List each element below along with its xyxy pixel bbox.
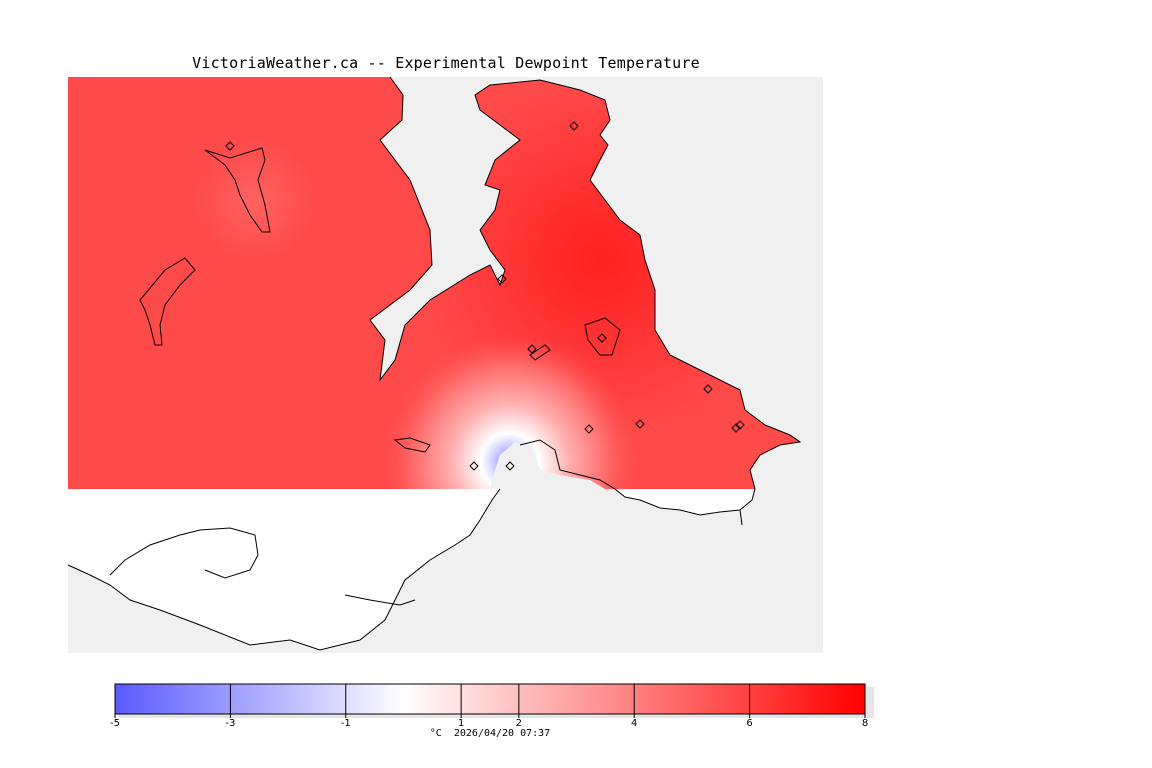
legend-tick-label: 1 — [458, 718, 464, 729]
station-marker-icon — [505, 461, 515, 471]
land-southeast-no-data — [615, 489, 755, 515]
water-mask-bay — [490, 442, 605, 489]
station-marker-icon — [584, 424, 594, 434]
station-marker-icon — [225, 141, 235, 151]
legend-tick-label: 2 — [516, 718, 522, 729]
legend-gradient-bar — [114, 683, 866, 715]
station-marker-icon — [731, 423, 741, 433]
legend-tick-label: -1 — [341, 718, 351, 729]
station-marker-icon — [527, 344, 537, 354]
station-marker-icon — [497, 274, 507, 284]
legend-tick-label: 8 — [862, 718, 868, 729]
legend-timestamp: 2026/04/20 07:37 — [453, 728, 551, 739]
water-mask-inlet — [370, 77, 823, 489]
map-title: VictoriaWeather.ca -- Experimental Dewpo… — [192, 54, 700, 72]
station-marker-icon — [735, 420, 745, 430]
legend-caption: °C 2026/04/20 07:37 — [0, 728, 980, 739]
station-marker-icon — [569, 121, 579, 131]
legend-tick-label: -3 — [225, 718, 235, 729]
land-south-no-data — [68, 489, 500, 650]
station-marker-icon — [703, 384, 713, 394]
legend-tick-label: 6 — [746, 718, 752, 729]
legend-tick-label: 4 — [631, 718, 637, 729]
station-marker-icon — [635, 419, 645, 429]
station-marker-icon — [597, 333, 607, 343]
legend-ticks: -5 -3 -1 1 2 4 6 8 — [110, 684, 868, 729]
legend-unit: °C — [429, 728, 442, 739]
weather-stations — [225, 121, 745, 471]
station-marker-icon — [469, 461, 479, 471]
coastlines — [67, 76, 802, 651]
legend-tick-label: -5 — [110, 718, 120, 729]
